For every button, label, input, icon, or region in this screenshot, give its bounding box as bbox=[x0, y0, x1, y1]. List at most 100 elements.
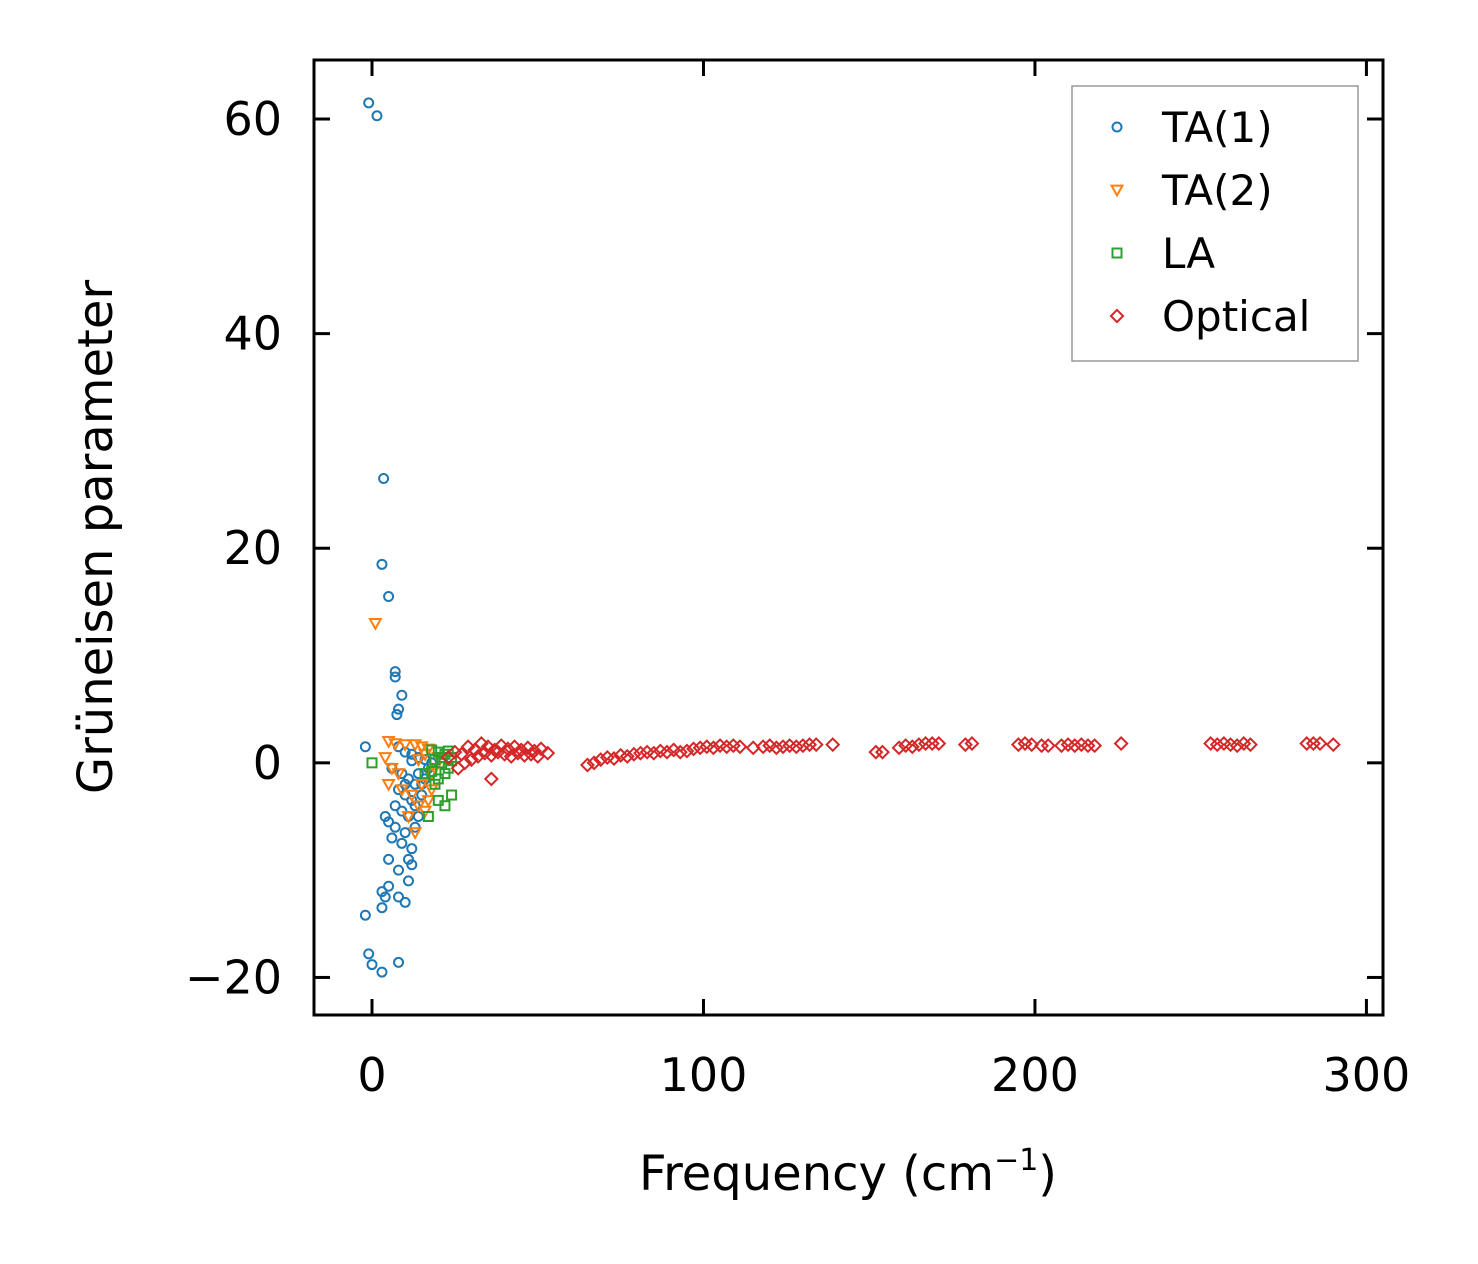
data-point bbox=[802, 737, 818, 753]
plot-frame bbox=[312, 58, 1385, 1017]
data-point bbox=[359, 909, 371, 921]
legend-label: LA bbox=[1162, 229, 1215, 278]
data-point bbox=[368, 618, 383, 631]
y-tick-label: 0 bbox=[253, 736, 282, 790]
data-point bbox=[768, 740, 784, 756]
data-point bbox=[732, 739, 748, 755]
series-optical bbox=[440, 736, 1341, 787]
data-point bbox=[432, 773, 444, 785]
data-point bbox=[646, 745, 662, 761]
data-point bbox=[394, 784, 409, 798]
data-point bbox=[606, 751, 622, 767]
data-point bbox=[391, 768, 406, 782]
x-axis-label: Frequency (cm−1) bbox=[639, 1143, 1057, 1202]
data-point bbox=[396, 689, 408, 701]
data-point bbox=[1229, 738, 1245, 754]
data-point bbox=[1067, 738, 1083, 754]
data-point bbox=[383, 853, 395, 865]
data-point bbox=[463, 752, 479, 768]
data-point bbox=[1087, 738, 1103, 754]
legend-marker bbox=[1111, 247, 1123, 259]
data-point bbox=[363, 948, 375, 960]
data-point bbox=[755, 739, 771, 755]
data-point bbox=[530, 748, 546, 764]
data-point bbox=[868, 744, 884, 760]
data-point bbox=[1034, 738, 1050, 754]
legend-marker bbox=[1111, 121, 1123, 133]
data-point bbox=[1325, 737, 1341, 753]
axis-ticks: 0 100 200 300 −20 0 20 40 60 bbox=[185, 60, 1410, 1102]
x-tick-label: 200 bbox=[991, 1048, 1079, 1102]
data-point bbox=[396, 837, 408, 849]
data-point bbox=[503, 748, 519, 764]
data-point bbox=[1024, 737, 1040, 753]
data-point bbox=[429, 754, 441, 766]
data-point bbox=[383, 816, 395, 828]
data-point bbox=[705, 740, 721, 756]
data-point bbox=[1312, 736, 1328, 752]
data-point bbox=[457, 755, 473, 771]
data-point bbox=[692, 740, 708, 756]
data-point bbox=[795, 738, 811, 754]
legend-label: TA(1) bbox=[1161, 103, 1273, 152]
data-point bbox=[388, 738, 403, 751]
legend-marker bbox=[1109, 184, 1125, 198]
data-point bbox=[383, 880, 395, 892]
data-point bbox=[379, 891, 391, 903]
data-point bbox=[626, 746, 642, 762]
legend-entry: LA bbox=[1111, 229, 1215, 278]
data-point bbox=[398, 739, 413, 753]
data-point bbox=[1242, 737, 1258, 753]
data-point bbox=[393, 864, 405, 876]
y-tick-label: 20 bbox=[223, 521, 282, 575]
data-point bbox=[460, 739, 476, 755]
data-point bbox=[775, 739, 791, 755]
data-point bbox=[1299, 736, 1315, 752]
data-point bbox=[399, 746, 411, 758]
data-point bbox=[366, 959, 378, 971]
data-point bbox=[619, 748, 635, 764]
data-point bbox=[918, 736, 934, 752]
data-point bbox=[1040, 738, 1056, 754]
data-point bbox=[964, 736, 980, 752]
data-point bbox=[516, 747, 532, 763]
data-point bbox=[1010, 737, 1026, 753]
data-point bbox=[788, 739, 804, 755]
data-point bbox=[402, 875, 414, 887]
data-point bbox=[383, 591, 395, 603]
data-point bbox=[366, 757, 378, 769]
legend-box bbox=[1071, 85, 1359, 362]
data-point bbox=[406, 843, 418, 855]
data-point bbox=[1305, 736, 1321, 752]
data-point bbox=[359, 741, 371, 753]
data-point bbox=[957, 737, 973, 753]
data-point bbox=[432, 794, 444, 806]
legend-marker bbox=[1109, 308, 1125, 324]
data-point bbox=[633, 745, 648, 761]
data-point bbox=[904, 739, 920, 755]
y-tick-label: 60 bbox=[223, 92, 282, 146]
data-point bbox=[1113, 736, 1129, 752]
data-point bbox=[404, 789, 419, 803]
data-point bbox=[874, 744, 890, 760]
data-point bbox=[825, 737, 841, 753]
data-point bbox=[686, 741, 702, 757]
data-point bbox=[672, 744, 688, 760]
data-point bbox=[419, 768, 431, 780]
data-point bbox=[376, 966, 388, 978]
data-point bbox=[924, 736, 940, 752]
data-point bbox=[1080, 738, 1096, 754]
legend-entry: TA(1) bbox=[1111, 103, 1273, 152]
data-point bbox=[407, 827, 423, 841]
data-point bbox=[421, 795, 436, 808]
data-point bbox=[659, 744, 675, 760]
data-point bbox=[1209, 737, 1225, 753]
data-point bbox=[363, 97, 375, 109]
data-point bbox=[399, 896, 411, 908]
y-tick-label: −20 bbox=[185, 950, 282, 1004]
data-point bbox=[391, 709, 403, 721]
data-point bbox=[412, 768, 424, 780]
data-point bbox=[891, 740, 907, 756]
data-point bbox=[376, 558, 388, 570]
